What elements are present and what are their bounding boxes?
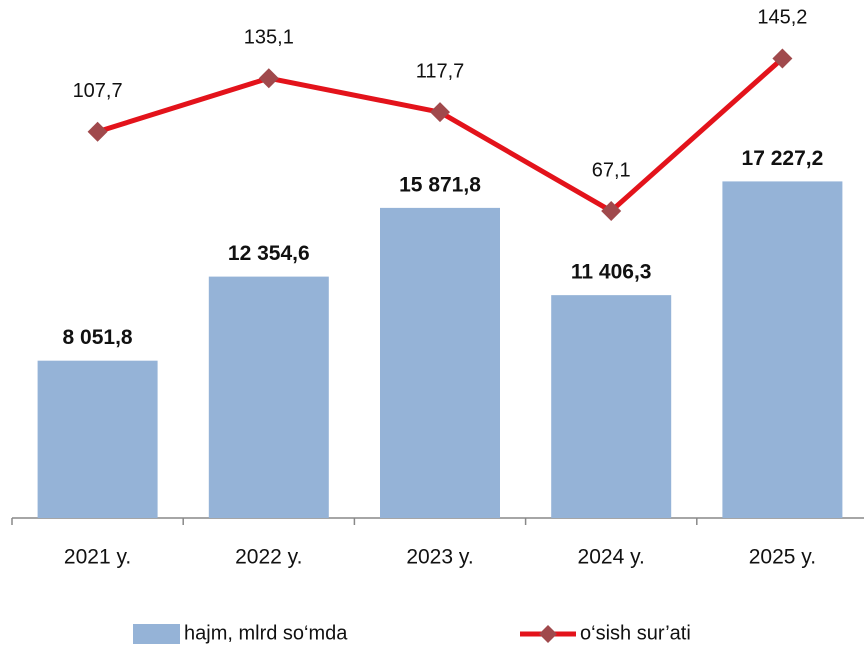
bar — [380, 207, 500, 518]
line-marker — [601, 201, 622, 222]
x-tick-label: 2022 y. — [235, 546, 302, 569]
bar-value-label: 11 406,3 — [571, 261, 652, 284]
x-tick-label: 2021 y. — [64, 546, 131, 569]
legend-label: o‘sish sur’ati — [580, 622, 691, 644]
bar — [551, 295, 672, 518]
line-marker — [258, 68, 279, 89]
line-marker — [430, 102, 450, 123]
bar-value-label: 12 354,6 — [228, 242, 310, 265]
line-marker — [87, 121, 108, 142]
line-value-label: 135,1 — [244, 26, 294, 48]
line-value-label: 67,1 — [592, 159, 631, 181]
bar-value-label: 15 871,8 — [399, 173, 481, 196]
bar — [37, 360, 158, 518]
bar — [208, 276, 329, 518]
legend-label: hajm, mlrd so‘mda — [184, 622, 348, 644]
line-value-label: 107,7 — [73, 80, 123, 102]
x-tick-label: 2024 y. — [578, 546, 645, 569]
bar — [722, 181, 843, 518]
legend-marker — [539, 625, 557, 643]
bar-value-label: 8 051,8 — [63, 326, 133, 349]
legend-swatch — [133, 624, 180, 644]
x-tick-label: 2025 y. — [749, 546, 816, 569]
line-marker — [772, 48, 793, 69]
bar-value-label: 17 227,2 — [742, 147, 824, 170]
line-value-label: 117,7 — [416, 60, 465, 82]
line-value-label: 145,2 — [757, 7, 807, 29]
x-tick-label: 2023 y. — [406, 546, 473, 569]
